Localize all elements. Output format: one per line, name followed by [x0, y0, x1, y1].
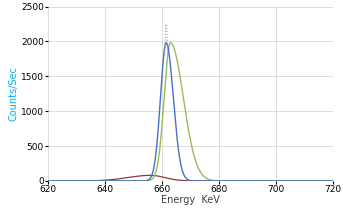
X-axis label: Energy  KeV: Energy KeV	[161, 196, 220, 206]
Y-axis label: Counts/Sec: Counts/Sec	[8, 66, 18, 121]
